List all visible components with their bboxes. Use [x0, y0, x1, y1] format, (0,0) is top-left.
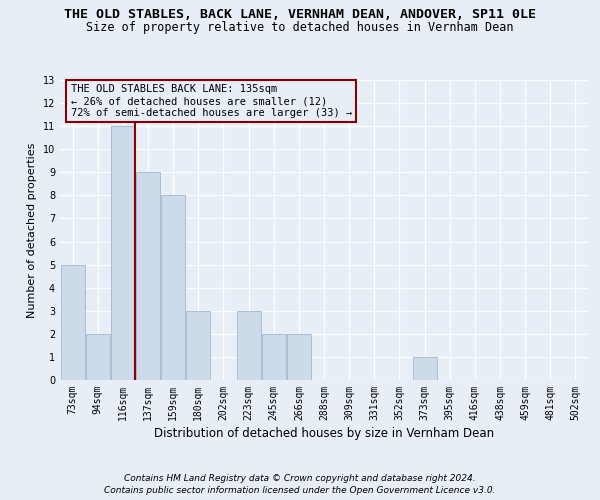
- Bar: [287, 334, 311, 380]
- Text: Contains HM Land Registry data © Crown copyright and database right 2024.: Contains HM Land Registry data © Crown c…: [124, 474, 476, 483]
- Text: Contains public sector information licensed under the Open Government Licence v3: Contains public sector information licen…: [104, 486, 496, 495]
- X-axis label: Distribution of detached houses by size in Vernham Dean: Distribution of detached houses by size …: [154, 427, 494, 440]
- Bar: [136, 172, 160, 380]
- Bar: [413, 357, 437, 380]
- Bar: [111, 126, 135, 380]
- Bar: [236, 311, 260, 380]
- Bar: [187, 311, 210, 380]
- Bar: [161, 196, 185, 380]
- Y-axis label: Number of detached properties: Number of detached properties: [27, 142, 37, 318]
- Text: THE OLD STABLES, BACK LANE, VERNHAM DEAN, ANDOVER, SP11 0LE: THE OLD STABLES, BACK LANE, VERNHAM DEAN…: [64, 8, 536, 20]
- Text: THE OLD STABLES BACK LANE: 135sqm
← 26% of detached houses are smaller (12)
72% : THE OLD STABLES BACK LANE: 135sqm ← 26% …: [71, 84, 352, 117]
- Bar: [61, 264, 85, 380]
- Bar: [86, 334, 110, 380]
- Text: Size of property relative to detached houses in Vernham Dean: Size of property relative to detached ho…: [86, 22, 514, 35]
- Bar: [262, 334, 286, 380]
